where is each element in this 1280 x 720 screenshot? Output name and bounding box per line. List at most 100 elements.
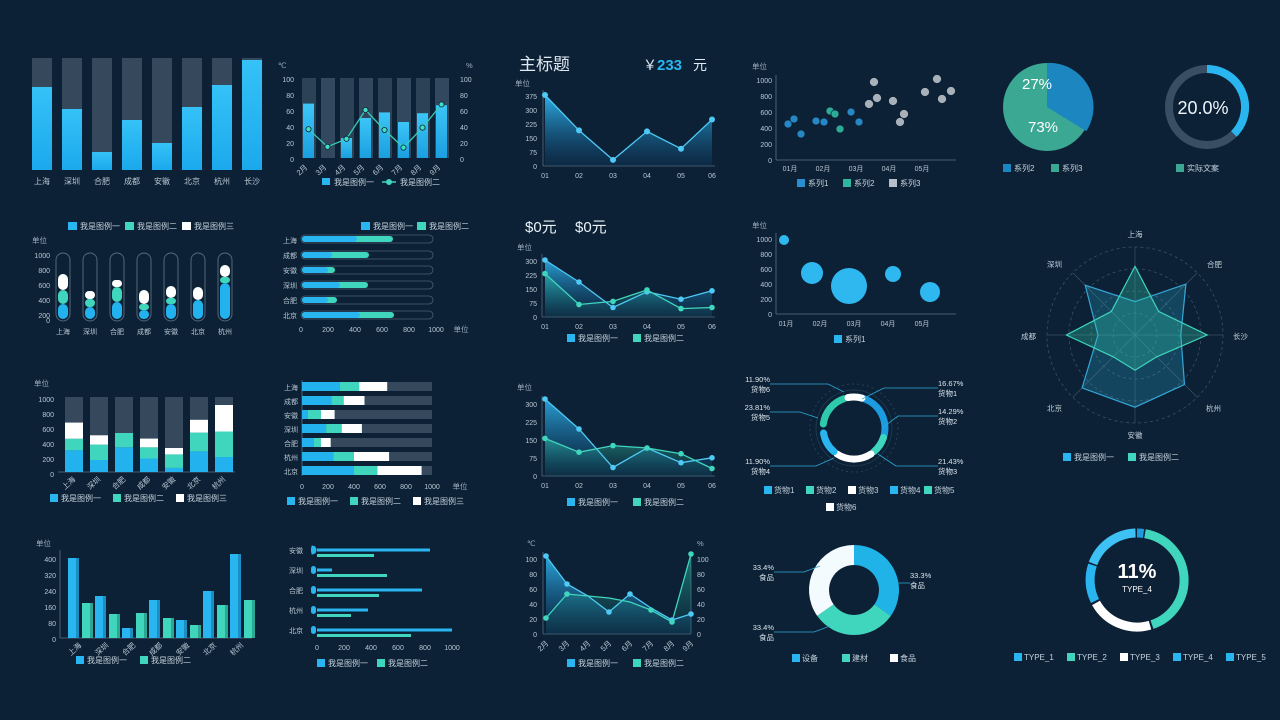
x-tick: 04 <box>643 173 651 180</box>
chart-ring-donut-type[interactable]: 11% TYPE_4 TYPE_1 TYPE_2 TYPE_3 TYPE_4 T… <box>1000 522 1275 677</box>
x-tick: 02月 <box>813 320 828 328</box>
legend[interactable]: 我是图例一 我是图例二 <box>317 658 428 668</box>
chart-grouped-3d-column[interactable]: 单位 400 320 240 160 80 0 <box>20 528 270 673</box>
line-points[interactable] <box>305 101 445 151</box>
bubbles[interactable] <box>779 235 940 304</box>
chart-rounded-horizontal-bar[interactable]: 我是图例一 我是图例二 上海 成都 安徽 深圳 合肥 北京 <box>265 215 493 340</box>
chart-dual-value-area-legend[interactable]: 我是图例一 我是图例二 <box>505 330 730 350</box>
bar-value[interactable] <box>182 107 202 170</box>
slice-type-1[interactable] <box>1136 528 1145 538</box>
chart-scatter-three-series[interactable]: 单位 1000 800 600 400 200 0 01月 02月 0 <box>738 55 968 190</box>
chart-stacked-column-track[interactable]: 单位 1000 800 600 400 200 0 <box>20 372 270 507</box>
chart-bar-line-dual-axis[interactable]: ℃ % 100 80 60 40 20 0 100 80 60 40 20 0 <box>270 52 485 187</box>
radar-series[interactable] <box>1065 265 1209 408</box>
line-series[interactable] <box>544 94 713 161</box>
y-tick: 400 <box>44 557 56 564</box>
series-1-points[interactable] <box>783 107 864 139</box>
chart-vertical-track-bar[interactable]: 上海 深圳 合肥 成都 安徽 北京 杭州 长沙 <box>18 40 268 200</box>
bar-value[interactable] <box>212 85 232 170</box>
points-series-1[interactable] <box>543 553 694 623</box>
legend[interactable]: 我是图例一 我是图例二 <box>76 655 191 665</box>
y-tick: 20 <box>460 141 468 148</box>
bar-value[interactable] <box>122 120 142 170</box>
legend[interactable]: 货物1 货物2 货物3 货物4 货物5 货物6 <box>764 485 955 512</box>
legend[interactable]: 我是图例一 我是图例二 我是图例三 <box>50 493 227 503</box>
points-series-1[interactable] <box>542 257 715 311</box>
x-tick: 1000 <box>444 645 460 652</box>
slice-type-4[interactable] <box>1085 563 1100 604</box>
area-fill-series-2 <box>545 273 712 317</box>
chart-dual-value-area[interactable]: $0元 $0元 单位 300 225 150 75 0 01 02 03 04 <box>505 212 730 340</box>
points-series-2[interactable] <box>542 270 715 312</box>
slice-food[interactable] <box>808 545 854 616</box>
stacked-bars[interactable] <box>65 397 233 472</box>
slice-type-3[interactable] <box>1092 600 1152 632</box>
slice-equipment[interactable] <box>854 545 900 616</box>
legend[interactable]: 我是图例一 我是图例二 我是图例三 <box>68 221 234 231</box>
donut-slices[interactable] <box>819 393 889 463</box>
line-series-1[interactable] <box>544 259 713 309</box>
legend[interactable]: 我是图例一 我是图例二 <box>567 658 684 668</box>
chart-dual-axis-area-line[interactable]: ℃ % 100 80 60 40 20 0 100 80 60 40 20 0 <box>505 528 730 673</box>
bars[interactable] <box>300 234 434 320</box>
line-series-2[interactable] <box>544 437 713 470</box>
chart-pie-two-slice[interactable]: 27% 73% 系列2 系列3 <box>985 52 1120 187</box>
chart-segmented-donut-labeled[interactable]: 16.67% 货物1 14.29% 货物2 21.43% 货物3 11.90% … <box>738 370 970 518</box>
bar-value[interactable] <box>152 143 172 170</box>
y-tick: 400 <box>42 442 54 449</box>
series-3-points[interactable] <box>864 74 956 127</box>
legend[interactable]: 系列2 系列3 <box>1003 163 1083 173</box>
ring-slices[interactable] <box>1085 528 1189 632</box>
legend[interactable]: 设备 建材 食品 <box>792 653 916 663</box>
points-series-2[interactable] <box>542 435 715 472</box>
line-series-2[interactable] <box>544 273 713 310</box>
line-series-2[interactable] <box>545 553 692 623</box>
y-tick: 1000 <box>38 397 54 404</box>
legend[interactable]: 系列1 系列2 系列3 <box>797 178 921 188</box>
pie-slice-27[interactable] <box>1047 62 1094 132</box>
series-2-points[interactable] <box>825 106 845 134</box>
legend[interactable]: 我是图例一 我是图例二 <box>1063 452 1179 462</box>
bar-value[interactable] <box>92 152 112 170</box>
radar-polygon-series-2[interactable] <box>1081 283 1187 408</box>
line-points[interactable] <box>542 92 715 163</box>
slice-type-5[interactable] <box>1088 528 1136 566</box>
chart-thick-donut-three-slice[interactable]: 33.3% 食品 33.4% 食品 33.4% 食品 设备 建材 食品 <box>738 528 970 673</box>
bar-value[interactable] <box>32 87 52 170</box>
slice-material[interactable] <box>817 604 891 636</box>
legend[interactable]: 我是图例一 我是图例二 我是图例三 <box>287 496 464 506</box>
stacked-bars[interactable] <box>302 382 432 475</box>
legend-label: 我是图例二 <box>429 221 469 231</box>
bar-value[interactable] <box>62 109 82 170</box>
legend[interactable]: TYPE_1 TYPE_2 TYPE_3 TYPE_4 TYPE_5 <box>1014 653 1266 662</box>
bar-value[interactable] <box>242 60 262 170</box>
radar-polygon-series-1[interactable] <box>1065 265 1209 371</box>
legend[interactable]: 我是图例一 我是图例二 <box>322 177 440 187</box>
chart-main-title-area-line[interactable]: 主标题 ￥ 233 元 单位 375 300 225 150 75 0 01 0… <box>505 50 730 185</box>
chart-overlap-area[interactable]: 单位 300 225 150 75 0 01 02 03 04 05 06 <box>505 372 730 507</box>
donut-slices[interactable] <box>808 545 900 636</box>
points-series-2[interactable] <box>543 551 694 625</box>
capsules[interactable] <box>55 252 233 322</box>
chart-radar[interactable]: 上海 合肥 长沙 杭州 安徽 北京 成都 深圳 我是图例一 我是图例二 <box>1000 225 1270 465</box>
chart-thin-line-horizontal-bar[interactable]: 安徽 深圳 合肥 杭州 北京 0 <box>265 528 493 673</box>
bars[interactable] <box>68 554 255 638</box>
legend[interactable]: 实际文案 <box>1176 163 1219 173</box>
bar-groups[interactable] <box>311 545 452 637</box>
line-series-1[interactable] <box>545 555 692 621</box>
gauge-value-arc[interactable] <box>1206 64 1250 137</box>
slice-type-2[interactable] <box>1144 529 1189 629</box>
chart-bubble[interactable]: 单位 1000 800 600 400 200 0 01月 02月 03月 04… <box>738 215 968 345</box>
legend[interactable]: 我是图例一 我是图例二 <box>361 221 469 231</box>
y-tick: 0 <box>46 318 50 325</box>
chart-stacked-horizontal-bar[interactable]: 上海 成都 安徽 深圳 合肥 杭州 北京 <box>265 372 493 507</box>
legend[interactable]: 我是图例一 我是图例二 <box>567 497 684 507</box>
chart-gauge-ring[interactable]: 20.0% 实际文案 <box>1140 52 1275 187</box>
line-series-1[interactable] <box>544 398 713 469</box>
legend[interactable]: 系列1 <box>834 334 866 344</box>
y-axis: 300 225 150 75 0 <box>525 259 537 322</box>
y-axis: 1000 800 600 400 200 0 <box>34 253 50 325</box>
line-series[interactable] <box>308 103 443 149</box>
x-tick: 05 <box>677 173 685 180</box>
chart-capsule-stacked-gauge[interactable]: 我是图例一 我是图例二 我是图例三 单位 1000 800 600 400 20… <box>20 215 270 340</box>
